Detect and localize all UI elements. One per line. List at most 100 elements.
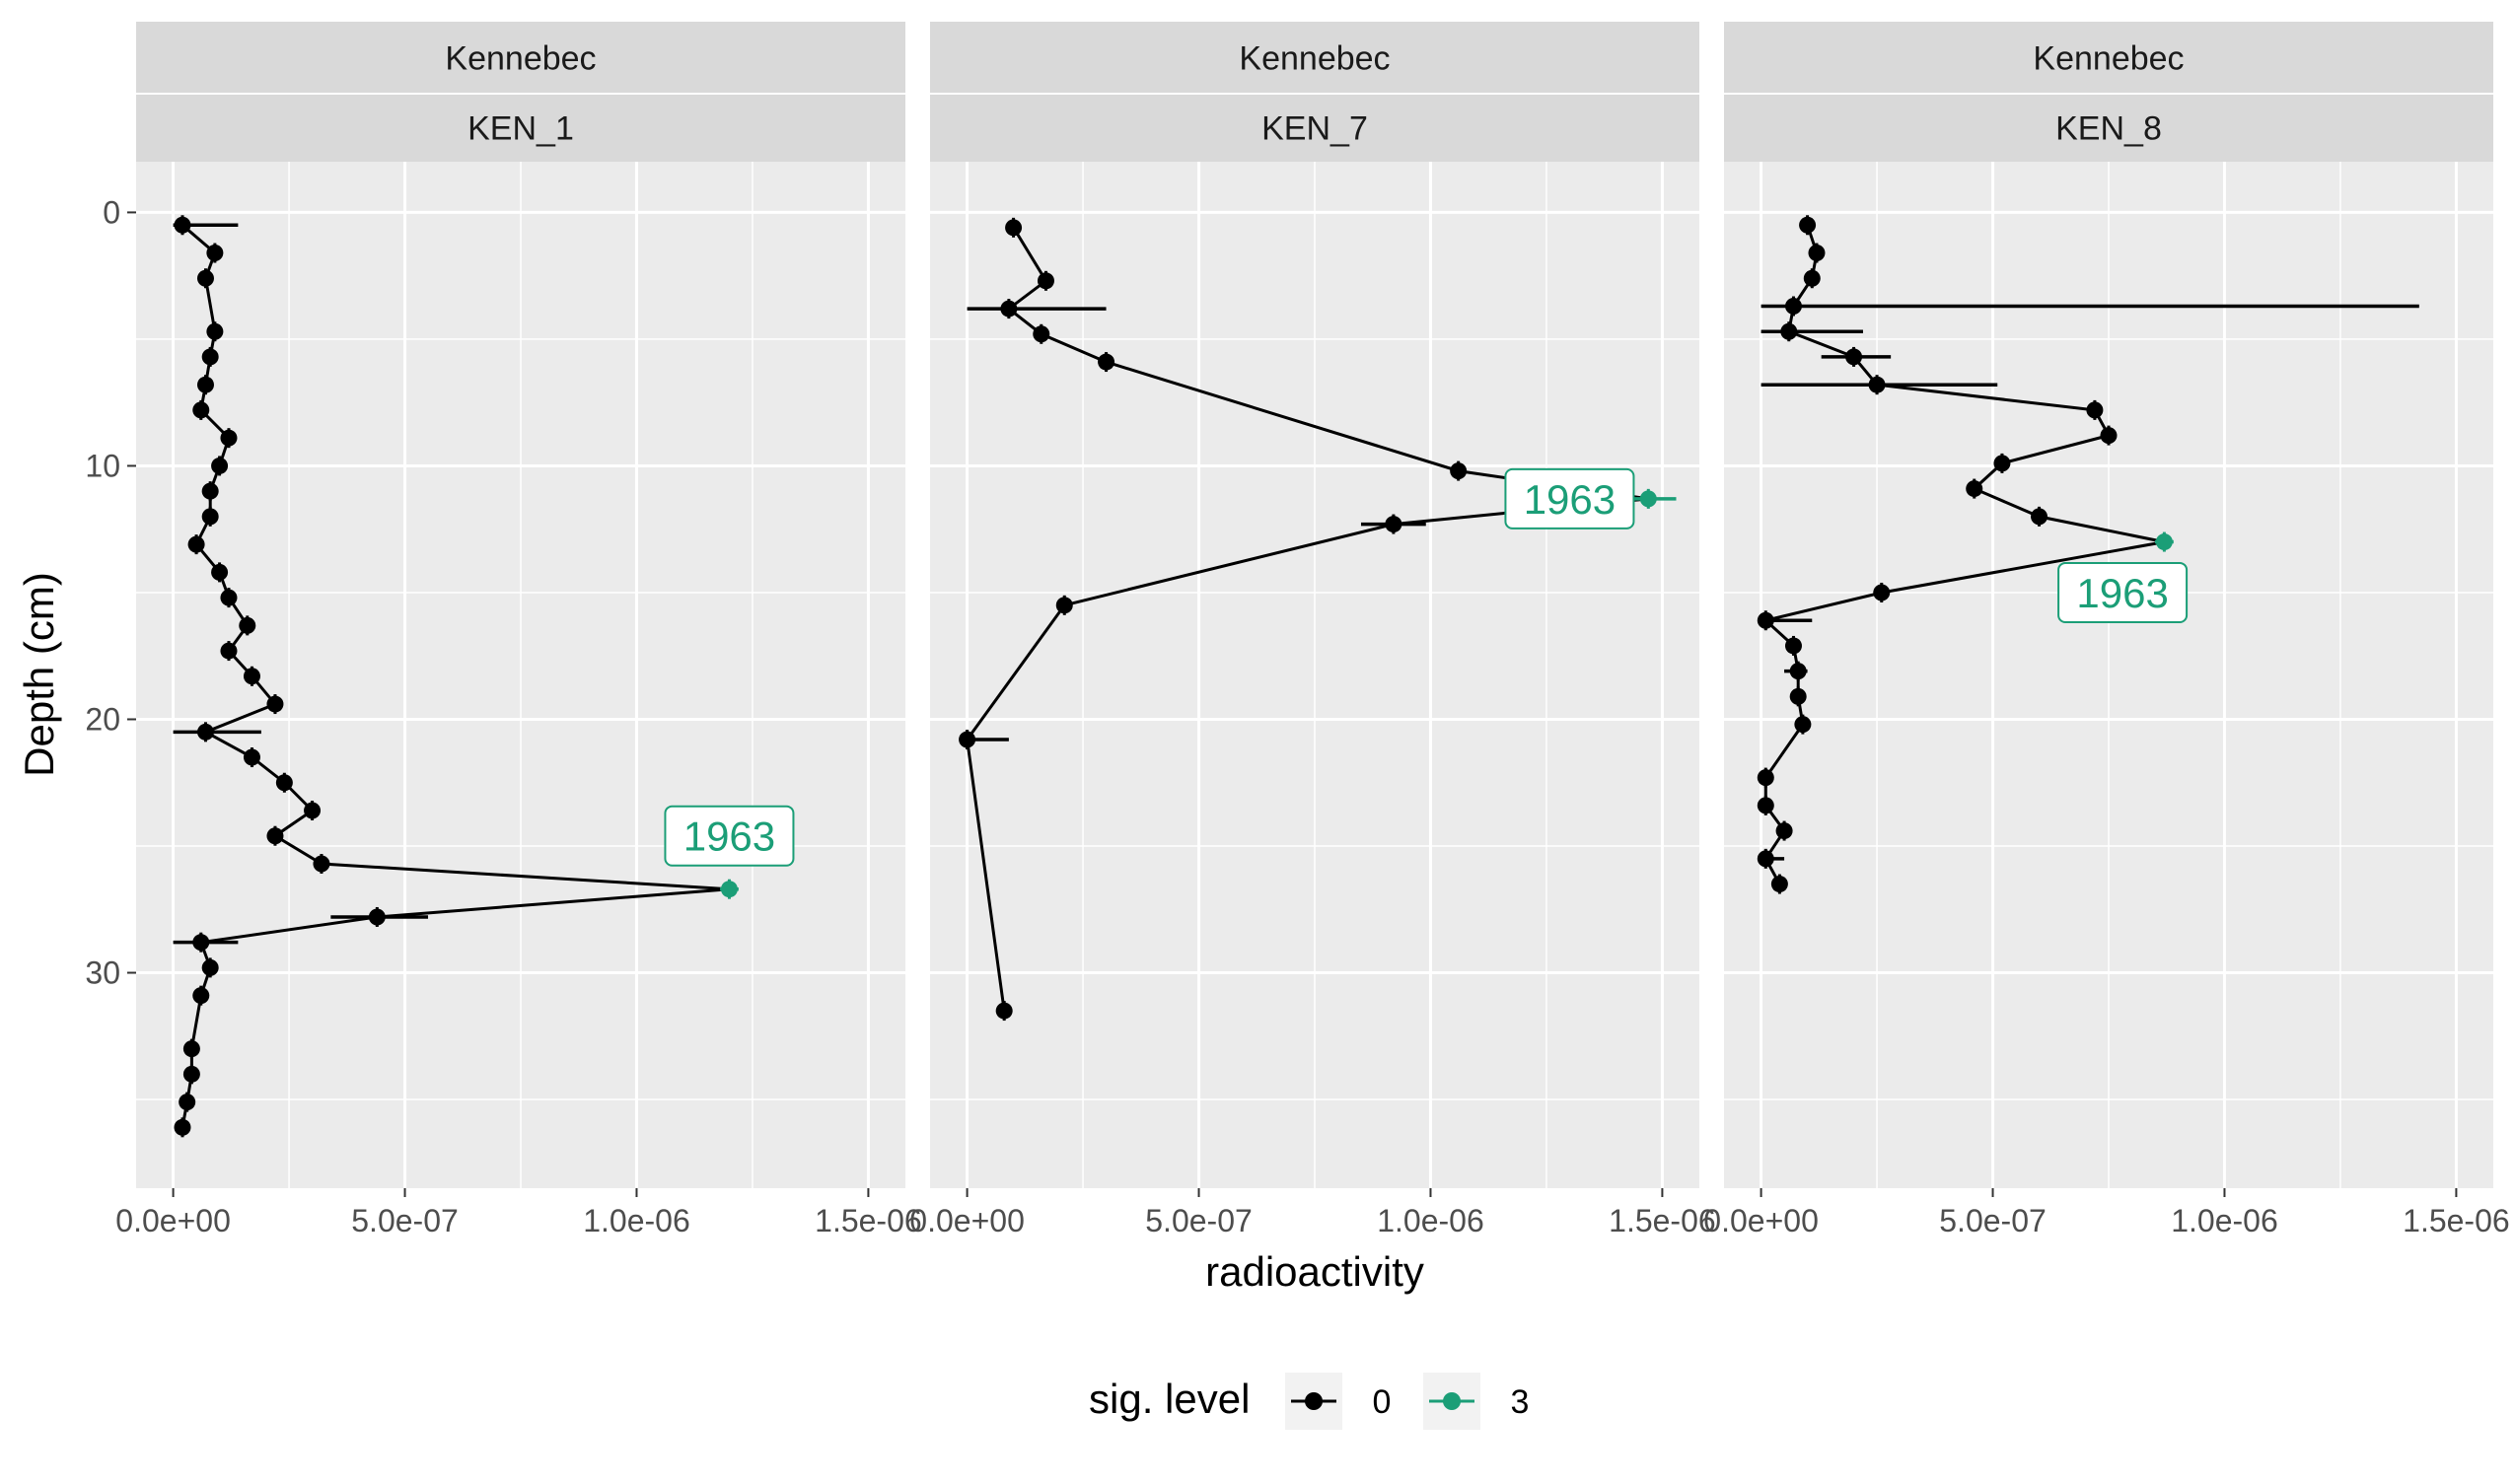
data-point: [192, 987, 210, 1005]
data-point: [206, 245, 224, 262]
facet-strip-label-top: Kennebec: [445, 40, 596, 78]
annotation-1963: 1963: [664, 805, 795, 867]
data-point: [1789, 663, 1807, 680]
x-tick-label: 0.0e+00: [115, 1203, 231, 1238]
facet-strip-label-top: Kennebec: [1239, 40, 1390, 78]
y-tick-label: 30: [85, 955, 120, 991]
data-point: [1780, 322, 1798, 340]
legend: sig. level 0 3: [1089, 1373, 1529, 1430]
data-point: [201, 508, 219, 526]
annotation-1963: 1963: [1504, 467, 1635, 530]
data-point: [220, 642, 238, 660]
data-point: [196, 269, 214, 287]
annotation-text: 1963: [2076, 570, 2168, 616]
data-point: [720, 881, 738, 898]
x-tick-label: 0.0e+00: [1703, 1203, 1819, 1238]
data-point: [995, 1002, 1013, 1020]
x-tick-label: 5.0e-07: [351, 1203, 459, 1238]
legend-entry-3: 3: [1423, 1373, 1529, 1430]
x-tick-label: 1.5e-06: [2403, 1203, 2510, 1238]
y-axis-title: Depth (cm): [16, 572, 62, 777]
data-point: [1757, 611, 1774, 629]
data-point: [1450, 462, 1468, 480]
x-tick-label: 1.5e-06: [1609, 1203, 1716, 1238]
data-point: [1033, 325, 1050, 343]
data-point: [1757, 850, 1774, 868]
data-point: [206, 322, 224, 340]
data-point: [1757, 769, 1774, 787]
data-point: [2031, 508, 2048, 526]
legend-label: 0: [1373, 1383, 1392, 1421]
data-point: [201, 348, 219, 366]
x-tick-label: 5.0e-07: [1145, 1203, 1253, 1238]
data-point: [182, 1065, 200, 1083]
data-point: [211, 563, 229, 581]
annotation-1963: 1963: [2057, 561, 2189, 623]
facet-strip-bg: [1724, 22, 2493, 162]
legend-label: 3: [1511, 1383, 1530, 1421]
data-point: [201, 958, 219, 976]
legend-title: sig. level: [1089, 1376, 1250, 1422]
annotation-box: [2057, 561, 2189, 623]
data-point: [313, 855, 330, 873]
x-tick-label: 1.5e-06: [815, 1203, 922, 1238]
data-point: [1005, 219, 1023, 237]
data-point: [1770, 876, 1788, 893]
y-tick-label: 10: [85, 448, 120, 483]
data-point: [1098, 353, 1115, 371]
annotation-text: 1963: [1524, 476, 1616, 523]
data-point: [959, 731, 976, 748]
annotation-text: 1963: [683, 813, 775, 860]
facet-panel-2: Kennebec KEN_7 0.0e+00 5.0e-07 1.0e-06 1.5e-0…: [909, 22, 1716, 1238]
data-point: [266, 827, 284, 845]
data-point: [1808, 245, 1826, 262]
data-point: [368, 908, 386, 926]
data-point: [1385, 516, 1402, 533]
data-point: [1055, 597, 1073, 614]
data-point: [1868, 376, 1886, 393]
data-point: [1993, 455, 2011, 472]
data-point: [196, 723, 214, 741]
data-point: [174, 216, 191, 234]
data-point: [182, 1040, 200, 1058]
y-tick-label: 20: [85, 701, 120, 737]
data-point: [239, 616, 256, 634]
annotation-box: [1504, 467, 1635, 530]
data-point: [1757, 797, 1774, 814]
legend-key-point: [1443, 1392, 1461, 1410]
data-point: [1794, 716, 1812, 734]
data-point: [1000, 300, 1018, 318]
facet-panel-3: Kennebec KEN_8 0.0e+00 5.0e-07 1.0e-06 1.5e-0…: [1703, 22, 2510, 1238]
data-point: [266, 695, 284, 713]
facet-strip-bg: [136, 22, 905, 162]
data-point: [304, 802, 322, 819]
data-point: [1799, 216, 1817, 234]
data-point: [243, 748, 260, 766]
data-point: [201, 482, 219, 500]
x-axis-title: radioactivity: [1205, 1248, 1424, 1295]
data-point: [187, 535, 205, 553]
x-tick-label: 1.0e-06: [2171, 1203, 2278, 1238]
x-tick-label: 0.0e+00: [909, 1203, 1025, 1238]
data-point: [2086, 401, 2104, 419]
data-point: [174, 1118, 191, 1136]
facet-strip-bg: [930, 22, 1699, 162]
facet-strip-label-bottom: KEN_8: [2055, 110, 2162, 148]
data-point: [1639, 490, 1657, 508]
axis-titles: radioactivity Depth (cm): [16, 572, 1424, 1295]
x-tick-label: 5.0e-07: [1939, 1203, 2047, 1238]
data-point: [1966, 480, 1983, 498]
data-point: [220, 429, 238, 447]
annotation-box: [664, 805, 795, 867]
panels-layer: Kennebec KEN_1 0.0e+00 5.0e-07 1.0e-06 1.5e-0…: [85, 22, 2510, 1238]
legend-entry-0: 0: [1285, 1373, 1391, 1430]
data-point: [220, 589, 238, 606]
data-point: [196, 376, 214, 393]
data-point: [1803, 269, 1821, 287]
data-point: [1845, 348, 1863, 366]
data-point: [2100, 427, 2118, 445]
data-point: [192, 934, 210, 952]
data-point: [192, 401, 210, 419]
facet-strip-label-bottom: KEN_1: [467, 110, 574, 148]
